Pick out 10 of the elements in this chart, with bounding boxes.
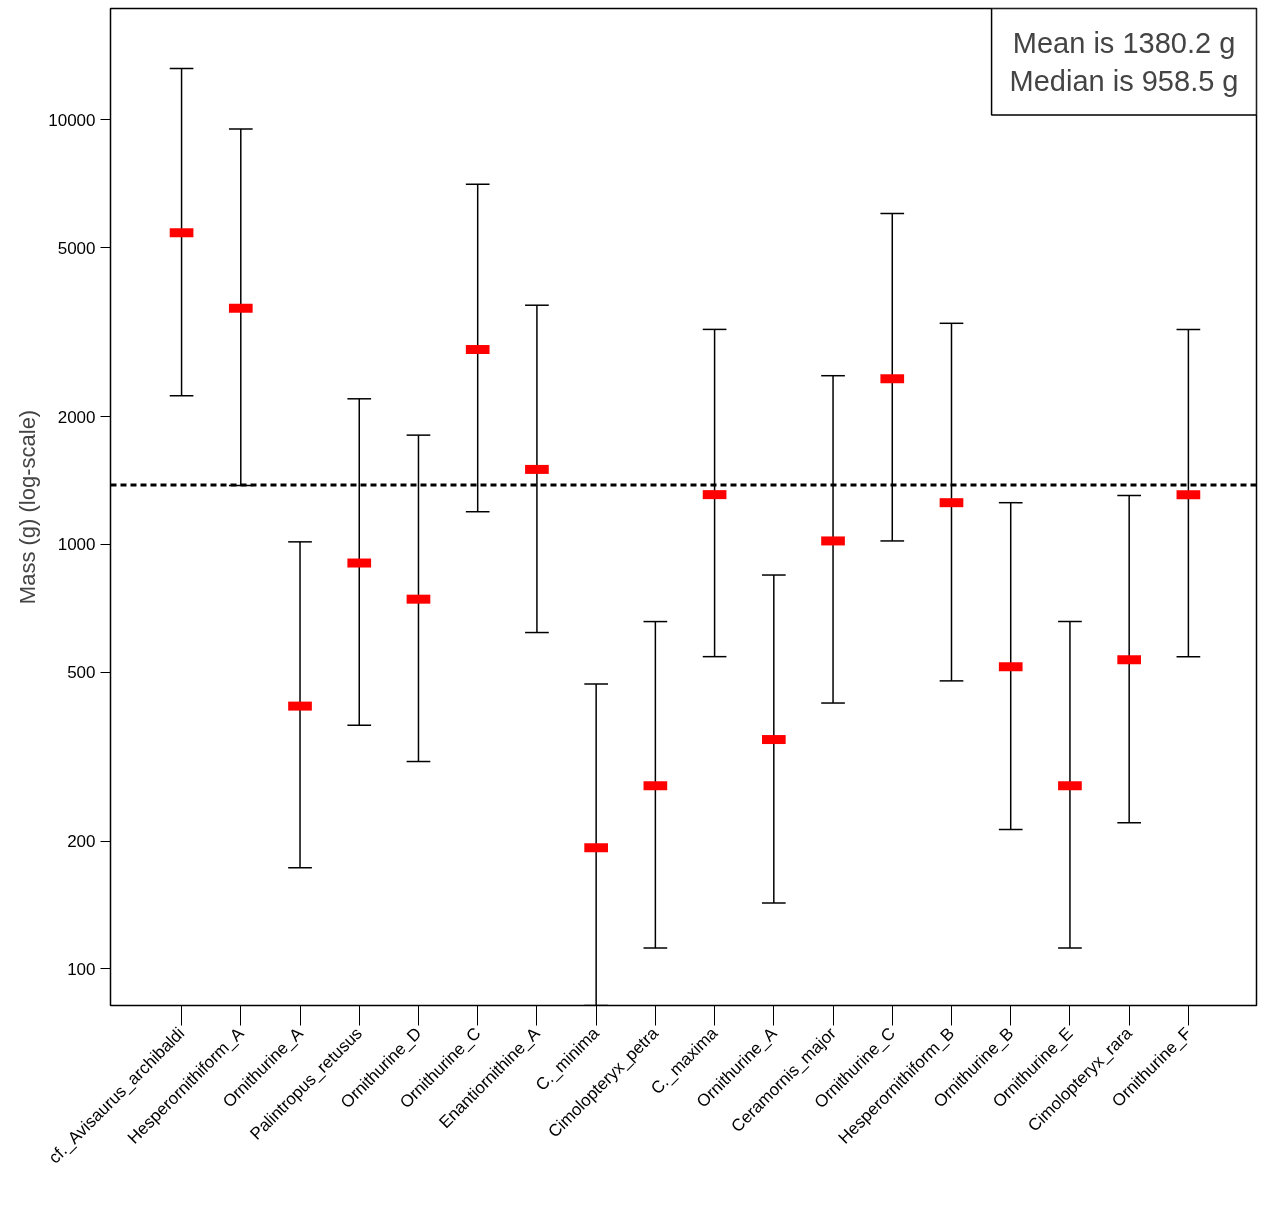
- y-tick-label: 100: [67, 959, 96, 979]
- y-tick-label: 10000: [48, 110, 96, 130]
- y-axis-title: Mass (g) (log-scale): [15, 409, 41, 605]
- annotation: Median is 958.5 g: [1009, 64, 1239, 97]
- y-tick-label: 500: [67, 663, 96, 683]
- y-tick-label: 2000: [57, 407, 96, 427]
- y-tick-label: 200: [67, 832, 96, 852]
- annotation: Mean is 1380.2 g: [1012, 26, 1236, 59]
- y-tick-label: 5000: [57, 238, 96, 258]
- y-tick-label: 1000: [57, 535, 96, 555]
